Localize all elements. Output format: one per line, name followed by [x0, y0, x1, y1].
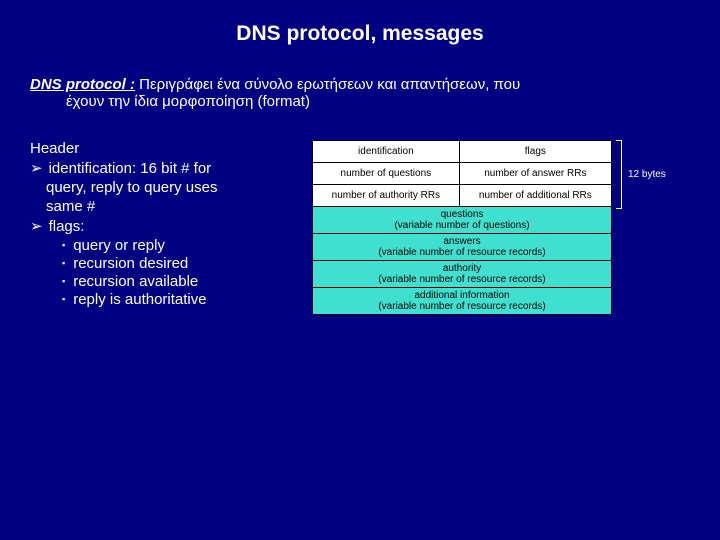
table-row: questions (variable number of questions): [313, 207, 612, 234]
cell-num-answer-rrs: number of answer RRs: [459, 163, 611, 185]
cell-num-additional-rrs: number of additional RRs: [459, 185, 611, 207]
section-sublabel: (variable number of resource records): [317, 301, 607, 312]
subbullet-recursion-available: recursion available: [30, 273, 298, 290]
section-sublabel: (variable number of questions): [317, 220, 607, 231]
message-format-table: identification flags number of questions…: [312, 140, 612, 315]
subtitle-lead: DNS protocol :: [30, 76, 135, 93]
cell-num-questions: number of questions: [313, 163, 460, 185]
protocol-description: DNS protocol : Περιγράφει ένα σύνολο ερω…: [0, 46, 720, 116]
subbullet-authoritative: reply is authoritative: [30, 291, 298, 308]
cell-additional-section: additional information (variable number …: [313, 288, 612, 315]
table-row: authority (variable number of resource r…: [313, 261, 612, 288]
bullet-flags: flags:: [30, 217, 298, 235]
page-title: DNS protocol, messages: [0, 0, 720, 46]
bullet-identification: identification: 16 bit # for: [30, 159, 298, 177]
dns-message-diagram: identification flags number of questions…: [312, 140, 692, 315]
section-sublabel: (variable number of resource records): [317, 274, 607, 285]
header-size-bracket: [616, 140, 622, 209]
bullet-identification-cont1: query, reply to query uses: [30, 179, 298, 196]
cell-answers-section: answers (variable number of resource rec…: [313, 234, 612, 261]
subtitle-body2: έχουν την ίδια μορφοποίηση (format): [30, 93, 690, 110]
cell-num-authority-rrs: number of authority RRs: [313, 185, 460, 207]
table-row: number of authority RRs number of additi…: [313, 185, 612, 207]
table-row: additional information (variable number …: [313, 288, 612, 315]
cell-authority-section: authority (variable number of resource r…: [313, 261, 612, 288]
subbullet-query-reply: query or reply: [30, 237, 298, 254]
section-label: additional information: [317, 290, 607, 301]
cell-flags: flags: [459, 141, 611, 163]
header-fields-list: Header identification: 16 bit # for quer…: [30, 140, 298, 315]
header-size-label: 12 bytes: [628, 169, 666, 180]
table-row: identification flags: [313, 141, 612, 163]
list-heading: Header: [30, 140, 298, 157]
section-label: authority: [317, 263, 607, 274]
bullet-identification-cont2: same #: [30, 198, 298, 215]
section-sublabel: (variable number of resource records): [317, 247, 607, 258]
cell-questions-section: questions (variable number of questions): [313, 207, 612, 234]
section-label: answers: [317, 236, 607, 247]
cell-identification: identification: [313, 141, 460, 163]
subbullet-recursion-desired: recursion desired: [30, 255, 298, 272]
table-row: answers (variable number of resource rec…: [313, 234, 612, 261]
table-row: number of questions number of answer RRs: [313, 163, 612, 185]
subtitle-body1: Περιγράφει ένα σύνολο ερωτήσεων και απαν…: [135, 76, 520, 93]
section-label: questions: [317, 209, 607, 220]
